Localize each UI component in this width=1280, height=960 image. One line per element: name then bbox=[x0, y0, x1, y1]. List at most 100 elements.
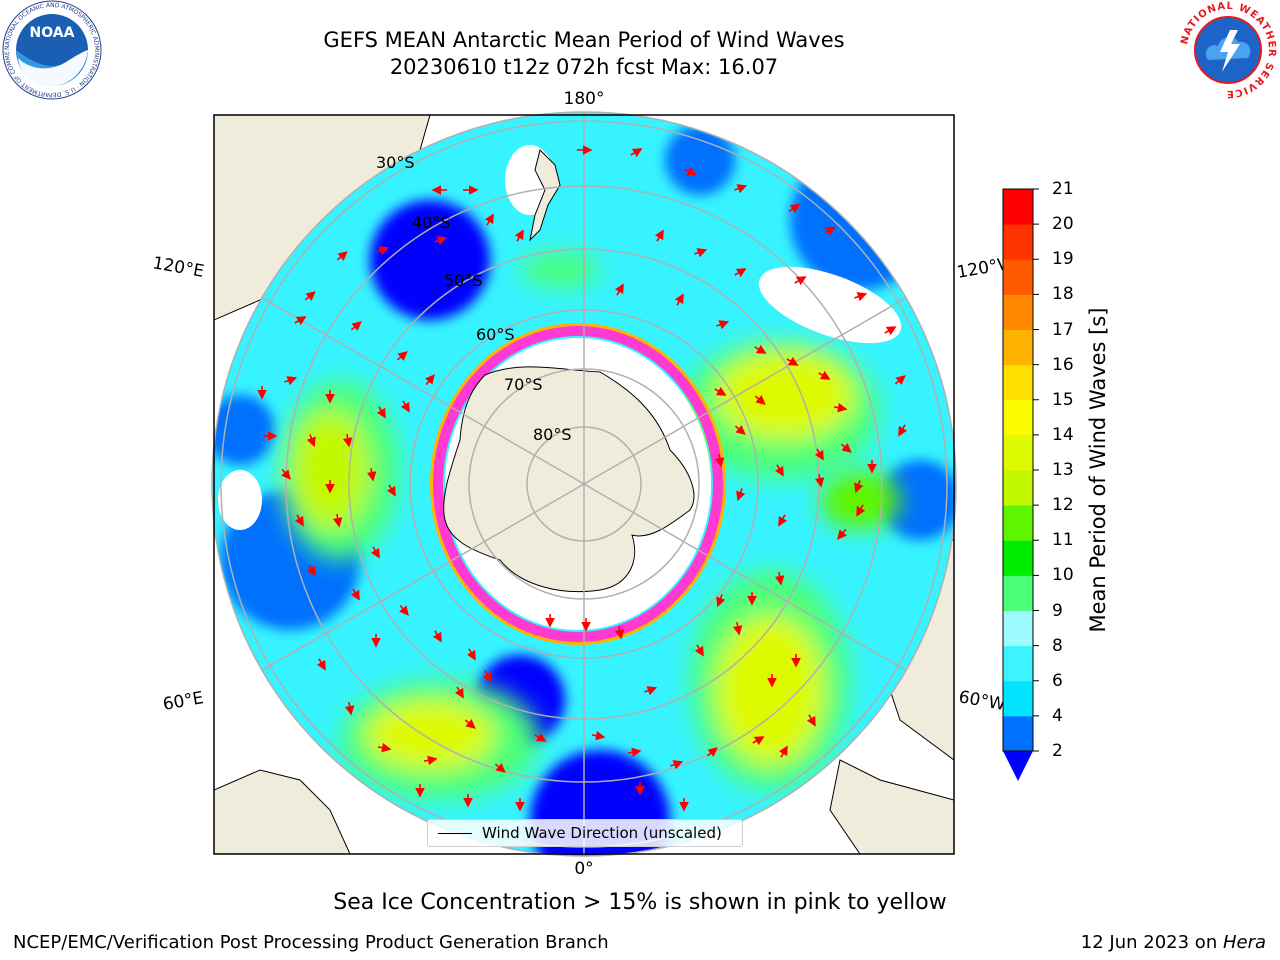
colorbar-segment bbox=[1003, 575, 1033, 611]
wind-wave-arrow bbox=[833, 402, 848, 413]
noaa-logo: NATIONAL OCEANIC AND ATMOSPHERIC ADMINIS… bbox=[0, 0, 102, 100]
wind-wave-arrow bbox=[674, 293, 684, 306]
wind-wave-arrow bbox=[714, 386, 727, 396]
wind-wave-arrow bbox=[778, 745, 788, 758]
wind-wave-arrow bbox=[350, 588, 360, 601]
lon-label-60w: 60°W bbox=[957, 687, 1007, 715]
lat-label-70s: 70°S bbox=[504, 375, 543, 394]
wind-wave-arrow bbox=[694, 644, 704, 657]
colorbar-segment bbox=[1003, 610, 1033, 647]
colorbar-tick-label: 10 bbox=[1052, 565, 1074, 586]
wind-wave-arrow bbox=[344, 701, 355, 716]
wind-wave-arrow bbox=[350, 321, 362, 331]
legend-label: Wind Wave Direction (unscaled) bbox=[482, 824, 722, 842]
wind-wave-arrow bbox=[736, 488, 746, 502]
wind-wave-arrow bbox=[754, 344, 767, 354]
wind-wave-arrow bbox=[884, 326, 897, 336]
new-zealand-land bbox=[529, 149, 561, 242]
africa-land bbox=[214, 769, 351, 854]
wind-wave-arrow bbox=[818, 370, 831, 380]
wind-wave-arrow bbox=[376, 406, 386, 419]
wind-wave-arrow bbox=[386, 484, 396, 497]
wind-wave-arrow bbox=[786, 356, 799, 366]
colorbar-segment bbox=[1003, 505, 1033, 541]
legend-line-swatch bbox=[438, 832, 472, 834]
south-america-lower bbox=[829, 759, 954, 854]
colorbar-segment bbox=[1003, 645, 1033, 682]
wind-wave-arrow bbox=[366, 467, 377, 482]
wind-wave-arrow bbox=[714, 453, 725, 468]
wind-wave-arrow bbox=[294, 316, 307, 326]
colorbar-tick-label: 13 bbox=[1052, 460, 1074, 480]
footer-date: 12 Jun 2023 on Hera bbox=[1081, 932, 1266, 953]
wind-wave-arrow bbox=[837, 528, 847, 540]
wind-wave-arrow bbox=[898, 424, 908, 437]
wind-wave-arrow bbox=[281, 468, 291, 480]
colorbar-segment bbox=[1003, 329, 1033, 366]
wind-wave-arrow bbox=[806, 714, 816, 727]
wind-wave-arrow bbox=[854, 292, 868, 302]
wind-wave-arrow bbox=[614, 625, 625, 640]
colorbar-segment bbox=[1003, 399, 1033, 436]
wind-wave-arrow bbox=[778, 514, 788, 527]
lon-label-0: 0° bbox=[574, 859, 593, 879]
wind-wave-arrow bbox=[856, 504, 866, 517]
wind-wave-arrow bbox=[630, 148, 643, 158]
wind-wave-arrow bbox=[814, 473, 825, 488]
wind-wave-arrow bbox=[423, 755, 438, 766]
colorbar-tick-label: 14 bbox=[1052, 424, 1074, 445]
nws-logo: NATIONAL WEATHER SERVICE bbox=[1179, 1, 1277, 99]
colorbar-tick-label: 16 bbox=[1052, 354, 1074, 375]
wind-wave-arrow bbox=[670, 760, 684, 770]
chart-title: GEFS MEAN Antarctic Mean Period of Wind … bbox=[323, 28, 845, 52]
wind-wave-arrow bbox=[464, 719, 476, 729]
lon-label-60e: 60°E bbox=[161, 688, 205, 715]
wind-wave-arrow bbox=[396, 351, 408, 361]
colorbar-tick-label: 18 bbox=[1052, 284, 1074, 305]
wind-wave-arrows bbox=[257, 145, 908, 812]
colorbar-tick-label: 12 bbox=[1052, 495, 1074, 516]
colorbar-segments bbox=[1003, 189, 1033, 752]
colorbar-segment bbox=[1003, 680, 1033, 717]
colorbar-segment bbox=[1003, 364, 1033, 401]
colorbar-segment bbox=[1003, 434, 1033, 471]
lat-label-50s: 50°S bbox=[444, 271, 483, 290]
wind-wave-arrow bbox=[454, 686, 464, 699]
noaa-logo-text: NOAA bbox=[30, 25, 75, 41]
wind-wave-arrow bbox=[284, 376, 298, 386]
wind-wave-arrow bbox=[466, 648, 476, 661]
wind-wave-arrow bbox=[332, 513, 343, 528]
wind-wave-arrow bbox=[306, 434, 316, 448]
wind-wave-arrow bbox=[482, 670, 492, 683]
wind-wave-arrow bbox=[840, 443, 852, 453]
wind-wave-arrow bbox=[734, 425, 746, 435]
white-patch-west bbox=[218, 470, 262, 530]
colorbar-segment bbox=[1003, 189, 1033, 225]
wind-wave-arrow bbox=[342, 433, 353, 448]
wind-wave-arrow bbox=[814, 448, 824, 461]
colorbar-segment bbox=[1003, 540, 1033, 576]
white-patch-east bbox=[758, 266, 902, 344]
ice-edge bbox=[433, 326, 723, 642]
wind-wave-arrow bbox=[774, 464, 784, 477]
footer-credit: NCEP/EMC/Verification Post Processing Pr… bbox=[13, 932, 609, 953]
wind-wave-arrow bbox=[894, 375, 906, 385]
lat-label-30s: 30°S bbox=[376, 153, 415, 172]
wind-wave-arrow bbox=[627, 747, 642, 758]
wind-wave-arrow bbox=[794, 276, 807, 286]
wind-wave-arrow bbox=[754, 395, 766, 405]
wind-wave-arrow bbox=[694, 248, 708, 258]
wind-wave-arrow bbox=[399, 604, 409, 616]
colorbar-tick-label: 4 bbox=[1052, 705, 1063, 726]
wind-wave-arrow bbox=[400, 400, 410, 413]
colorbar-tick-label: 20 bbox=[1052, 214, 1074, 235]
wind-wave-arrow bbox=[484, 213, 494, 226]
lon-label-180: 180° bbox=[564, 89, 605, 109]
legend: Wind Wave Direction (unscaled) bbox=[427, 819, 743, 847]
colorbar-segment bbox=[1003, 470, 1033, 506]
colorbar-tick-label: 9 bbox=[1052, 600, 1063, 621]
wind-wave-arrow bbox=[377, 742, 392, 753]
wind-wave-arrow bbox=[854, 480, 864, 494]
colorbar-label: Mean Period of Wind Waves [s] bbox=[1086, 307, 1110, 633]
